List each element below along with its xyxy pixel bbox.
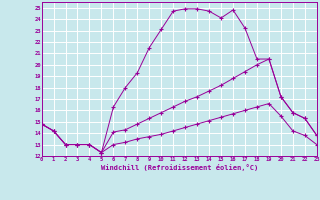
X-axis label: Windchill (Refroidissement éolien,°C): Windchill (Refroidissement éolien,°C) <box>100 164 258 171</box>
